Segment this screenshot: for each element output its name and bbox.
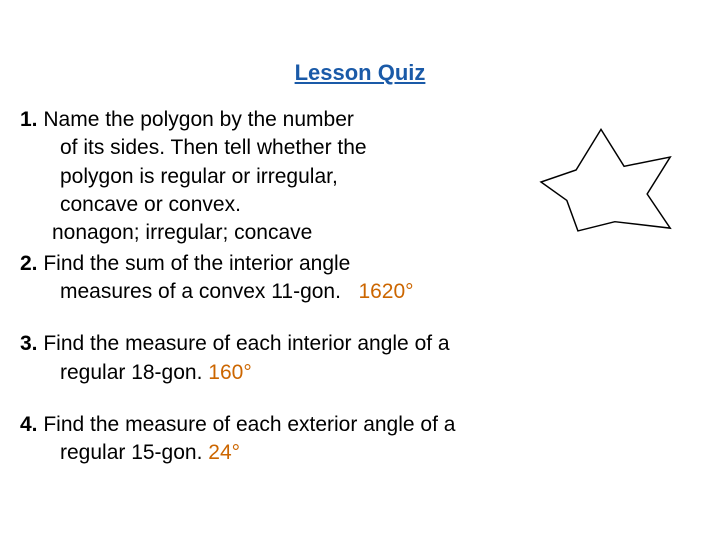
q3-line2-wrap: regular 18-gon. 160° — [20, 359, 700, 387]
q1-line4: concave or convex. — [20, 191, 460, 219]
page-title: Lesson Quiz — [20, 60, 700, 86]
q3-answer: 160° — [208, 361, 251, 384]
q3-number: 3. — [20, 332, 38, 355]
q4-answer: 24° — [208, 441, 240, 464]
nonagon-shape — [541, 129, 670, 231]
q3-text1: Find the measure of each interior angle … — [43, 332, 449, 355]
q2-line2: measures of a convex 11-gon. — [60, 280, 341, 303]
q1-line3: polygon is regular or irregular, — [20, 163, 460, 191]
question-4: 4. Find the measure of each exterior ang… — [20, 411, 700, 468]
nonagon-svg — [516, 122, 686, 242]
q1-number: 1. — [20, 108, 38, 131]
q2-line1: Find the sum of the interior angle — [43, 252, 350, 275]
q3-text2: regular 18-gon. — [60, 361, 202, 384]
q2-answer: 1620° — [358, 280, 413, 303]
q1-line2: of its sides. Then tell whether the — [20, 134, 460, 162]
question-2: 2. Find the sum of the interior angle me… — [20, 250, 700, 307]
quiz-page: Lesson Quiz 1. Name the polygon by the n… — [0, 0, 720, 540]
q4-number: 4. — [20, 413, 38, 436]
q2-number: 2. — [20, 252, 38, 275]
q4-text1: Find the measure of each exterior angle … — [43, 413, 455, 436]
q1-line1: Name the polygon by the number — [43, 108, 354, 131]
q4-line2-wrap: regular 15-gon. 24° — [20, 439, 700, 467]
question-3: 3. Find the measure of each interior ang… — [20, 330, 700, 387]
polygon-figure — [516, 122, 686, 242]
q2-line2-wrap: measures of a convex 11-gon. 1620° — [20, 278, 700, 306]
q4-text2: regular 15-gon. — [60, 441, 202, 464]
